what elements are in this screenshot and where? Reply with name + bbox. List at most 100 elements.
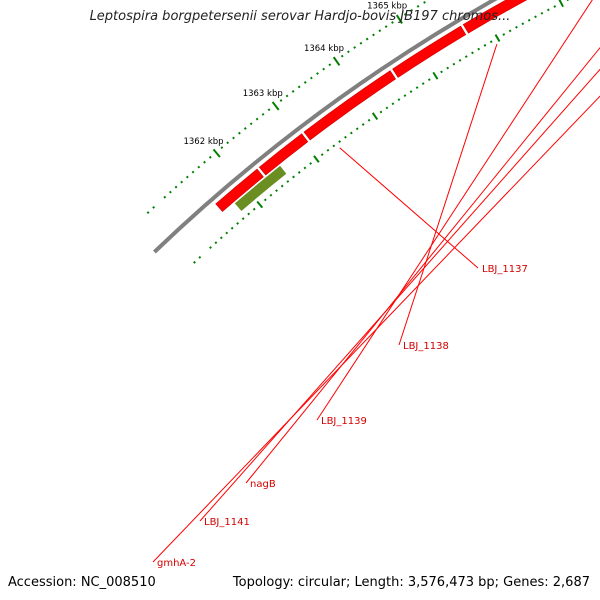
inner-minor-tick <box>515 25 518 29</box>
outer-minor-tick <box>261 112 265 116</box>
outer-minor-tick <box>391 21 394 24</box>
outer-minor-tick <box>249 122 253 126</box>
outer-minor-tick <box>203 160 206 164</box>
tick-label: 1362 kbp <box>183 137 223 147</box>
backbone <box>153 0 498 254</box>
inner-minor-tick <box>332 144 336 148</box>
outer-minor-tick <box>347 50 350 54</box>
outer-minor-tick <box>255 117 259 121</box>
feature-labels: LBJ_1137 LBJ_1138 LBJ_1139 nagB LBJ_1141 gmhA… <box>152 0 600 569</box>
major-tick <box>212 148 221 158</box>
inner-minor-tick <box>338 140 342 143</box>
inner-minor-tick <box>236 221 240 225</box>
feature-tracks <box>215 0 528 212</box>
outer-minor-tick <box>180 180 184 184</box>
outer-minor-tick <box>197 165 201 169</box>
inner-minor-tick <box>280 184 284 188</box>
inner-minor-tick <box>452 62 456 66</box>
inner-minor-tick <box>275 189 278 193</box>
outer-minor-tick <box>384 25 388 28</box>
inner-major-tick <box>558 0 564 8</box>
inner-minor-tick <box>263 198 267 202</box>
inner-minor-tick <box>219 236 223 240</box>
outer-minor-tick <box>378 29 382 33</box>
inner-minor-tick <box>464 55 468 58</box>
outer-minor-tick <box>340 54 344 58</box>
inner-major-tick <box>313 155 320 163</box>
map-footer: Accession: NC_008510 Topology: circular;… <box>0 572 600 600</box>
inner-minor-tick <box>553 5 557 8</box>
inner-minor-tick <box>198 255 202 259</box>
tick-label: 1364 kbp <box>304 44 344 54</box>
gene-label-lbj-1141: LBJ_1141 <box>204 517 250 528</box>
gene-label-lbj-1139: LBJ_1139 <box>321 416 367 427</box>
outer-minor-tick <box>309 76 313 80</box>
inner-minor-tick <box>367 118 371 122</box>
gene-label-lbj-1138: LBJ_1138 <box>403 341 449 352</box>
outer-minor-tick <box>208 155 212 159</box>
forward-cds-block <box>258 133 309 176</box>
inner-minor-tick <box>403 94 407 97</box>
inner-minor-tick <box>379 110 383 114</box>
inner-tick-ring <box>193 0 569 264</box>
inner-minor-tick <box>540 11 544 15</box>
outer-minor-tick <box>372 33 375 37</box>
inner-minor-tick <box>534 15 537 19</box>
inner-minor-tick <box>427 78 431 82</box>
topology-text: Topology: circular; Length: 3,576,473 bp… <box>232 575 590 590</box>
outer-minor-tick <box>297 85 301 89</box>
inner-minor-tick <box>309 162 313 165</box>
outer-minor-tick <box>267 108 271 112</box>
inner-minor-tick <box>502 33 506 36</box>
accession-text: Accession: NC_008510 <box>8 575 156 590</box>
major-tick <box>332 56 341 66</box>
inner-minor-tick <box>303 166 307 170</box>
outer-minor-tick <box>416 4 420 8</box>
reverse-cds-block <box>234 165 287 211</box>
inner-minor-tick <box>269 193 273 197</box>
inner-minor-tick <box>566 0 569 2</box>
inner-minor-tick <box>230 226 234 230</box>
inner-minor-tick <box>391 102 395 106</box>
inner-minor-tick <box>297 171 301 174</box>
inner-minor-tick <box>397 98 401 102</box>
inner-minor-tick <box>409 90 413 93</box>
outer-minor-tick <box>174 185 178 189</box>
outer-minor-tick <box>163 195 167 199</box>
inner-minor-tick <box>546 8 550 12</box>
inner-minor-tick <box>193 260 196 264</box>
inner-minor-tick <box>458 58 462 62</box>
outer-minor-tick <box>232 136 235 140</box>
inner-minor-tick <box>320 153 324 157</box>
outer-tick-ring <box>146 0 426 214</box>
inner-minor-tick <box>326 148 330 152</box>
inner-major-tick <box>432 71 439 80</box>
outer-minor-tick <box>291 90 295 93</box>
outer-minor-tick <box>359 41 363 45</box>
label-leader-line <box>398 44 498 346</box>
outer-minor-tick <box>403 12 407 16</box>
inner-minor-tick <box>471 51 474 55</box>
outer-minor-tick <box>185 175 189 179</box>
inner-minor-tick <box>421 82 425 85</box>
inner-minor-tick <box>225 231 229 235</box>
inner-minor-tick <box>521 22 525 26</box>
outer-minor-tick <box>226 141 230 145</box>
outer-minor-tick <box>303 81 307 84</box>
inner-minor-tick <box>415 86 419 89</box>
inner-minor-tick <box>214 241 218 245</box>
gene-label-nagb: nagB <box>250 479 276 490</box>
inner-minor-tick <box>440 70 443 74</box>
outer-minor-tick <box>152 206 156 209</box>
label-leader-line <box>152 95 600 563</box>
forward-cds-block <box>462 0 528 34</box>
inner-minor-tick <box>355 127 359 131</box>
inner-major-tick <box>371 112 379 120</box>
inner-minor-tick <box>527 18 531 22</box>
tick-label: 1363 kbp <box>243 89 283 99</box>
inner-minor-tick <box>209 246 212 249</box>
outer-minor-tick <box>146 211 150 214</box>
inner-minor-tick <box>483 44 487 47</box>
